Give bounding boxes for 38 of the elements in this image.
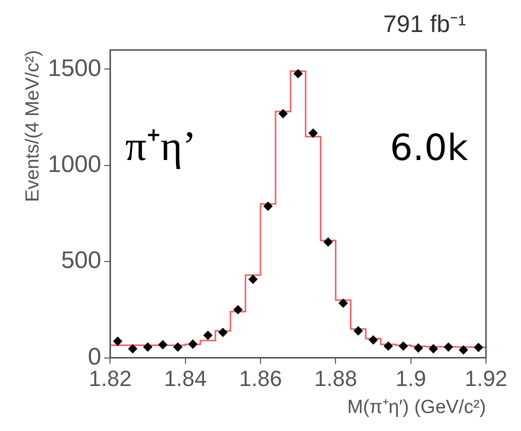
point: [203, 330, 212, 340]
point: [233, 305, 242, 314]
point: [143, 342, 152, 352]
x-tick-label: 1.84: [164, 366, 207, 392]
y-axis-title: Events/(4 MeV/c²): [22, 50, 44, 202]
point: [128, 344, 138, 354]
point: [398, 342, 408, 351]
point: [414, 343, 423, 352]
point: [324, 237, 333, 246]
point: [338, 298, 348, 308]
point: [218, 328, 228, 337]
point: [474, 342, 483, 352]
point: [248, 274, 258, 284]
annotation: π⁺η’: [125, 124, 196, 170]
point: [354, 326, 363, 336]
point: [428, 344, 438, 354]
x-tick-label: 1.86: [239, 366, 282, 392]
text: 791 fb⁻¹: [383, 11, 466, 38]
y-tick-label: 1000: [48, 151, 102, 178]
point: [158, 340, 168, 350]
x-axis-title: M(π⁺η′) (GeV/c²): [347, 396, 486, 418]
x-tick-label: 1.92: [464, 366, 508, 392]
annotation: 6.0k: [390, 128, 468, 169]
point: [384, 342, 393, 351]
point: [113, 336, 122, 346]
point: [264, 202, 273, 211]
point: [173, 342, 182, 352]
point: [308, 128, 318, 138]
y-tick-label: 500: [61, 247, 102, 274]
point: [458, 345, 468, 354]
point: [294, 69, 303, 78]
point: [368, 335, 378, 344]
point: [444, 342, 453, 352]
point: [278, 109, 288, 118]
x-tick-label: 1.88: [314, 366, 358, 392]
x-tick-label: 1.9: [396, 366, 426, 392]
point: [188, 340, 198, 349]
y-tick-label: 1500: [48, 54, 102, 82]
